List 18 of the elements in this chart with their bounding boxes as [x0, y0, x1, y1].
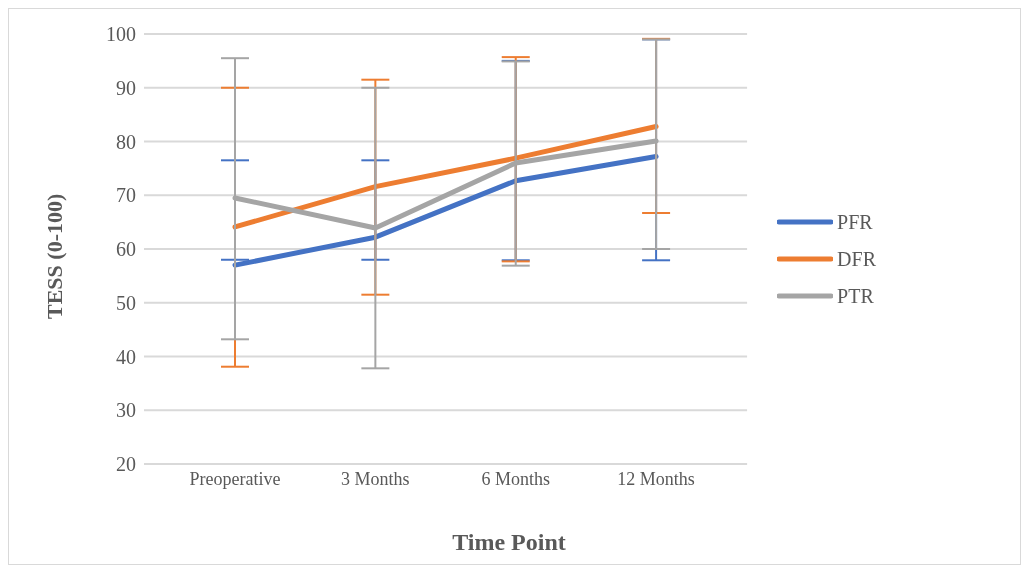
y-tick-label: 70	[116, 184, 136, 207]
y-tick-label: 90	[116, 76, 136, 99]
y-tick-label: 20	[116, 453, 136, 476]
legend-label: DFR	[837, 247, 876, 271]
x-tick-label: Preoperative	[189, 468, 281, 489]
x-tick-label: 6 Months	[481, 468, 550, 489]
y-axis-title: TESS (0-100)	[41, 193, 67, 319]
y-tick-label: 30	[116, 399, 136, 422]
y-tick-label: 60	[116, 238, 136, 261]
y-tick-label: 100	[106, 23, 136, 46]
x-tick-label: 3 Months	[341, 468, 410, 489]
legend-label: PTR	[837, 284, 874, 308]
y-tick-label: 50	[116, 291, 136, 314]
y-tick-label: 80	[116, 130, 136, 153]
x-tick-label: 12 Months	[617, 468, 695, 489]
y-tick-label: 40	[116, 345, 136, 368]
legend-label: PFR	[837, 210, 873, 234]
x-axis-title: Time Point	[451, 529, 567, 556]
